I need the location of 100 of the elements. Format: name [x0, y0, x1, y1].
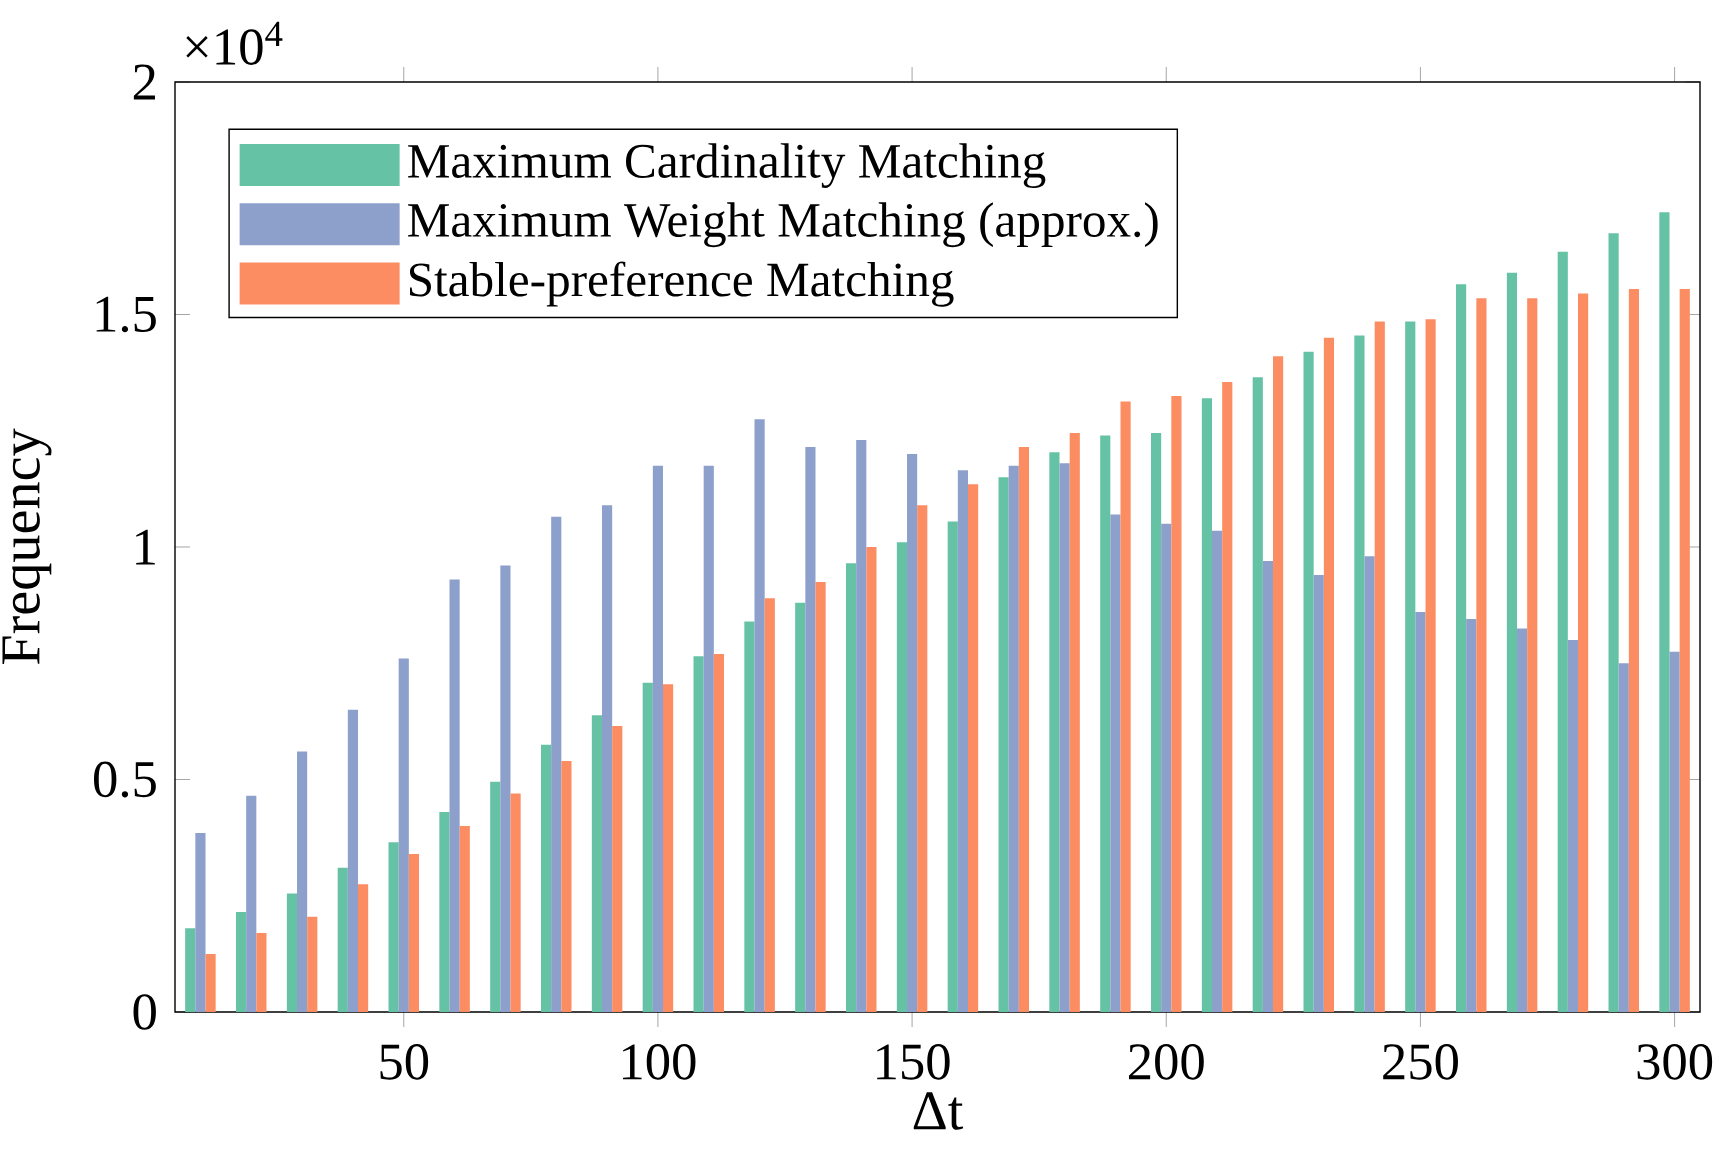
- bar: [1476, 298, 1487, 1013]
- bar: [1669, 651, 1680, 1013]
- bar: [500, 565, 511, 1013]
- bar: [703, 465, 714, 1013]
- y-tick-label: 1: [136, 529, 155, 565]
- bar: [1303, 351, 1314, 1013]
- bar: [1578, 293, 1589, 1013]
- bar: [358, 884, 369, 1013]
- bar: [1313, 574, 1324, 1013]
- bar: [1466, 619, 1477, 1013]
- bar: [1415, 612, 1426, 1013]
- bar: [286, 893, 298, 1013]
- bar: [185, 928, 196, 1013]
- y-axis-title: Frequency: [2, 428, 52, 665]
- x-tick-label: 300: [1637, 1044, 1713, 1080]
- legend-label: Maximum Weight Matching (approx.): [408, 202, 1158, 248]
- bar: [1323, 337, 1335, 1013]
- bar: [1069, 433, 1080, 1013]
- bar: [439, 812, 450, 1013]
- bar: [795, 602, 806, 1013]
- bar: [1608, 233, 1619, 1013]
- bar: [612, 726, 623, 1013]
- bar: [1151, 433, 1162, 1013]
- bar: [1161, 523, 1172, 1013]
- bar: [957, 470, 968, 1013]
- y-tick-label: 0.5: [93, 761, 156, 798]
- bar: [347, 709, 358, 1013]
- bar: [1659, 212, 1670, 1013]
- bar: [652, 465, 663, 1013]
- bar: [1354, 335, 1365, 1013]
- y-tick-label: 0: [133, 994, 156, 1030]
- bar: [642, 682, 653, 1013]
- bar: [1567, 640, 1579, 1013]
- bar: [693, 656, 704, 1013]
- bar: [195, 832, 206, 1013]
- bar: [1008, 465, 1019, 1013]
- bar: [764, 598, 775, 1013]
- bar: [1364, 556, 1375, 1013]
- y-tick-label: 2: [133, 64, 155, 100]
- bar: [815, 581, 826, 1013]
- bar: [1201, 398, 1213, 1013]
- x-tick-label: 100: [623, 1044, 696, 1080]
- bar: [541, 744, 552, 1013]
- bar: [561, 760, 572, 1013]
- x-tick-label: 150: [877, 1044, 950, 1080]
- bar: [459, 826, 470, 1013]
- bar: [1110, 514, 1121, 1013]
- bar: [307, 916, 318, 1013]
- bar: [337, 867, 348, 1013]
- bar: [998, 477, 1009, 1013]
- bar: [1171, 395, 1182, 1013]
- bar: [713, 653, 725, 1013]
- bar: [917, 505, 928, 1013]
- bar: [256, 932, 267, 1013]
- bar: [754, 419, 765, 1013]
- bar: [805, 447, 816, 1013]
- bar: [1049, 452, 1060, 1013]
- bar: [602, 505, 613, 1013]
- bar: [1679, 288, 1690, 1013]
- x-tick-label: 250: [1383, 1044, 1458, 1080]
- text: ×10$^{4}$: [186, 21, 283, 65]
- bar: [1557, 251, 1568, 1013]
- bar: [408, 853, 420, 1013]
- bar: [1018, 447, 1030, 1013]
- bar: [1374, 321, 1385, 1013]
- bar: [896, 542, 908, 1013]
- bar: [1059, 463, 1070, 1013]
- bar: [856, 440, 867, 1013]
- bar: [1120, 401, 1131, 1013]
- bar: [205, 953, 216, 1013]
- bar: [907, 454, 918, 1013]
- legend-label: Stable-preference Matching: [409, 261, 954, 307]
- bar: [510, 793, 521, 1013]
- bar: [846, 563, 857, 1013]
- bar: [1425, 319, 1436, 1013]
- bar: [398, 658, 409, 1013]
- x-axis-title: Δt: [913, 1092, 964, 1130]
- bar: [297, 751, 308, 1013]
- bar: [1506, 272, 1518, 1013]
- bar: [1252, 377, 1263, 1013]
- bar: [968, 484, 979, 1013]
- x-tick-label: 200: [1129, 1044, 1204, 1080]
- bar: [1262, 560, 1274, 1013]
- bar: [744, 621, 755, 1013]
- legend-label: Maximum Cardinality Matching: [408, 143, 1046, 189]
- bar: [1405, 321, 1416, 1013]
- bar: [663, 684, 674, 1013]
- bar: [1273, 356, 1284, 1013]
- y-tick-label: 1.5: [96, 296, 156, 333]
- x-tick-label: 50: [380, 1044, 429, 1080]
- bar: [1222, 381, 1233, 1013]
- bar: [1618, 663, 1629, 1013]
- bar: [246, 795, 257, 1013]
- bar: [866, 547, 877, 1013]
- bar: [236, 912, 247, 1013]
- bar: [1527, 298, 1538, 1013]
- bar: [1628, 288, 1640, 1013]
- bar: [1100, 435, 1111, 1013]
- bar: [1517, 628, 1528, 1013]
- bar: [449, 579, 460, 1013]
